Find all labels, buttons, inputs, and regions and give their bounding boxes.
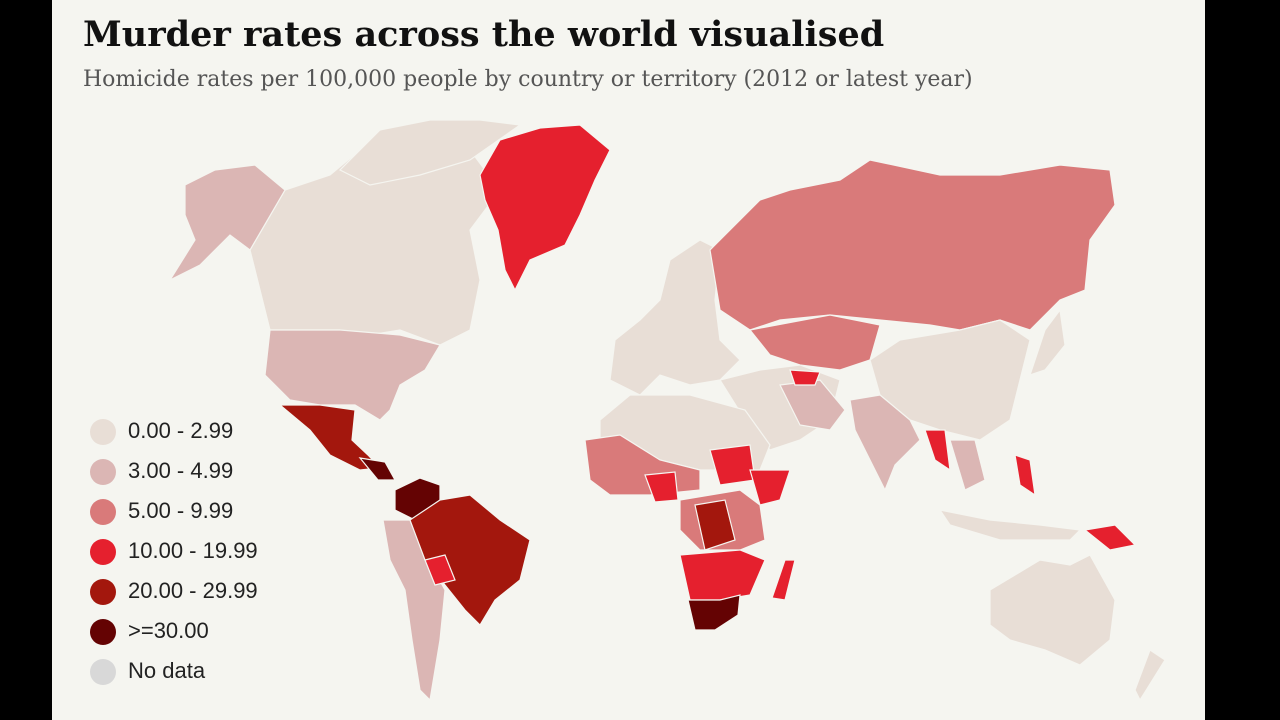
central-america <box>358 457 397 481</box>
legend-swatch <box>90 619 116 645</box>
legend-label: 10.00 - 19.99 <box>128 538 258 563</box>
legend-label: 3.00 - 4.99 <box>128 458 233 483</box>
legend-swatch <box>90 659 116 685</box>
southern-africa <box>679 549 766 601</box>
myanmar <box>924 429 951 472</box>
legend-swatch <box>90 459 116 485</box>
indonesia <box>938 509 1082 541</box>
legend-label: 20.00 - 29.99 <box>128 578 258 603</box>
legend-swatch <box>90 499 116 525</box>
russia <box>709 159 1116 331</box>
madagascar <box>771 559 796 601</box>
legend-label: 5.00 - 9.99 <box>128 498 233 523</box>
title: Murder rates across the world visualised <box>83 14 884 55</box>
philippines <box>1014 454 1036 497</box>
legend-swatch <box>90 539 116 565</box>
europe <box>609 239 741 396</box>
central-asia <box>748 314 881 371</box>
papua-new-guinea <box>1083 524 1137 551</box>
drc <box>694 499 736 551</box>
legend-swatch <box>90 579 116 605</box>
southeast-asia <box>949 439 986 491</box>
world-map <box>168 119 1166 702</box>
arctic-islands <box>338 119 522 186</box>
legend-label: 0.00 - 2.99 <box>128 418 233 443</box>
legend-label: No data <box>128 658 206 683</box>
horn-east <box>749 469 791 506</box>
turkmenistan <box>789 369 821 386</box>
legend-swatch <box>90 419 116 445</box>
nigeria <box>644 471 679 503</box>
bolivia <box>424 554 456 586</box>
alaska <box>168 164 286 282</box>
greenland <box>479 124 611 292</box>
sudan <box>709 444 756 486</box>
legend-label: >=30.00 <box>128 618 209 643</box>
new-zealand <box>1134 649 1166 702</box>
south-africa <box>687 594 741 631</box>
india <box>849 394 921 492</box>
legend: 0.00 - 2.99 3.00 - 4.99 5.00 - 9.99 10.00 -… <box>90 418 258 685</box>
australia <box>989 554 1116 666</box>
subtitle: Homicide rates per 100,000 people by cou… <box>83 67 973 92</box>
japan <box>1029 308 1066 376</box>
usa <box>264 329 441 421</box>
